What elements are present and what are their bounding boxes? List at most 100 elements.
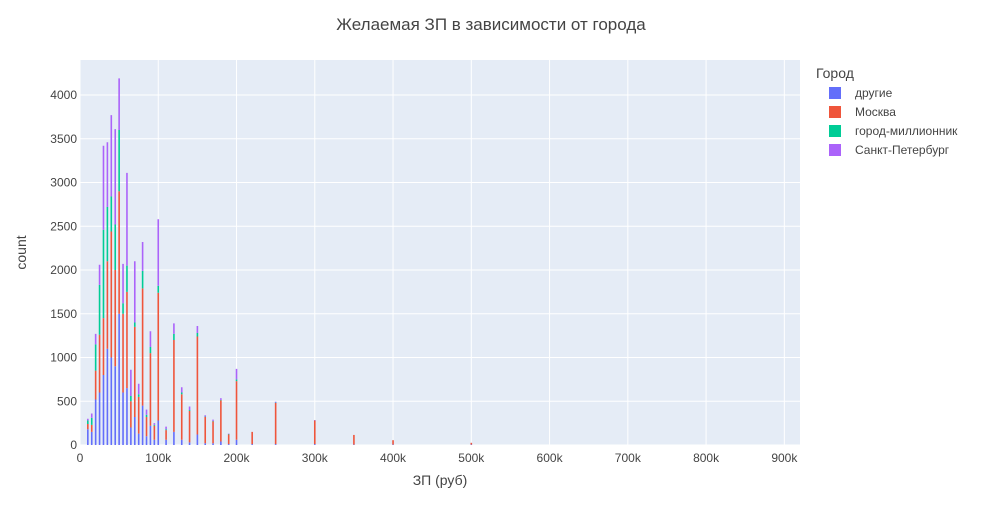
bar-segment (98, 392, 101, 445)
bar-segment (90, 431, 93, 445)
x-tick-label: 600k (537, 451, 564, 465)
y-tick-label: 1000 (50, 351, 77, 365)
bar-segment (114, 270, 117, 367)
bar-segment (212, 421, 214, 444)
bar-segment (180, 387, 183, 393)
bar-segment (126, 388, 128, 445)
bar-segment (251, 444, 253, 445)
legend-swatch (829, 106, 841, 118)
bar-segment (94, 399, 97, 445)
bar-segment (235, 439, 238, 445)
bar-segment (274, 444, 277, 445)
x-tick-label: 900k (771, 451, 798, 465)
bar-segment (235, 368, 238, 380)
bar-segment (204, 415, 207, 417)
y-tick-label: 2000 (50, 263, 77, 277)
bar-segment (235, 381, 238, 440)
y-tick-label: 3000 (50, 176, 77, 190)
bar-segment (94, 370, 97, 400)
bar-segment (313, 444, 316, 445)
bar-segment (145, 414, 148, 417)
bar-segment (470, 442, 473, 445)
bar-segment (353, 434, 355, 445)
bar-segment (98, 284, 101, 335)
bar-segment (126, 265, 128, 292)
bar-segment (130, 369, 132, 396)
x-tick-label: 100k (145, 451, 172, 465)
bar-segment (212, 443, 214, 445)
chart-title: Желаемая ЗП в зависимости от города (336, 15, 646, 34)
bar-segment (137, 394, 140, 397)
legend-label: Санкт-Петербург (855, 143, 950, 157)
bar-segment (153, 423, 156, 425)
bar-segment (220, 400, 222, 442)
x-tick-label: 500k (458, 451, 485, 465)
bar-segment (188, 406, 191, 410)
bar-segment (110, 196, 113, 232)
bar-segment (106, 348, 109, 445)
bar-segment (173, 323, 175, 334)
bar-segment (90, 424, 93, 432)
x-tick-label: 700k (615, 451, 642, 465)
bar-segment (102, 145, 105, 230)
bar-segment (153, 424, 156, 426)
y-tick-label: 500 (57, 394, 77, 408)
bar-segment (165, 429, 167, 431)
bar-segment (157, 219, 160, 286)
bar-segment (157, 420, 160, 445)
bar-segment (114, 129, 117, 225)
bar-segment (141, 288, 144, 406)
bar-segment (87, 424, 89, 430)
bar-segment (196, 326, 199, 333)
bar-segment (114, 366, 117, 445)
y-tick-label: 4000 (50, 88, 77, 102)
bar-segment (87, 418, 89, 421)
bar-segment (145, 417, 148, 437)
bar-segment (173, 431, 175, 445)
bar-segment (133, 326, 136, 417)
x-tick-label: 400k (380, 451, 407, 465)
bar-segment (173, 340, 175, 432)
bar-segment (130, 427, 132, 445)
bar-segment (137, 396, 140, 434)
legend-swatch (829, 125, 841, 137)
bar-segment (122, 303, 124, 314)
bar-segment (145, 409, 148, 415)
bar-segment (212, 419, 214, 421)
bar-segment (157, 292, 160, 421)
bar-segment (145, 436, 148, 445)
bar-segment (165, 430, 167, 440)
y-tick-label: 3500 (50, 132, 77, 146)
bar-segment (227, 434, 230, 445)
bar-segment (118, 191, 120, 314)
bar-segment (149, 347, 152, 354)
bar-segment (133, 261, 136, 323)
bars (87, 78, 473, 445)
bar-segment (141, 270, 144, 289)
bar-segment (102, 375, 105, 445)
bar-segment (188, 410, 191, 411)
bar-segment (180, 394, 183, 440)
plot-background (80, 60, 800, 445)
y-axis-ticks: 0 500 1000 1500 2000 2500 3000 3500 4000 (50, 88, 77, 452)
bar-segment (94, 333, 97, 345)
bar-segment (173, 333, 175, 340)
bar-segment (196, 333, 199, 337)
y-tick-label: 2500 (50, 219, 77, 233)
bar-segment (94, 344, 97, 371)
bar-segment (313, 420, 316, 445)
bar-segment (149, 331, 152, 347)
bar-segment (220, 398, 222, 400)
bar-segment (106, 142, 109, 207)
bar-segment (137, 433, 140, 445)
x-axis-ticks: 0 100k 200k 300k 400k 500k 600k 700k 800k 900k (77, 451, 799, 465)
bar-segment (137, 383, 140, 395)
bar-segment (87, 429, 89, 445)
bar-segment (118, 78, 120, 130)
x-axis-title: ЗП (руб) (413, 472, 468, 488)
x-tick-label: 800k (693, 451, 720, 465)
legend-swatch (829, 87, 841, 99)
bar-segment (87, 420, 89, 424)
bar-segment (130, 401, 132, 428)
bar-segment (98, 334, 101, 393)
